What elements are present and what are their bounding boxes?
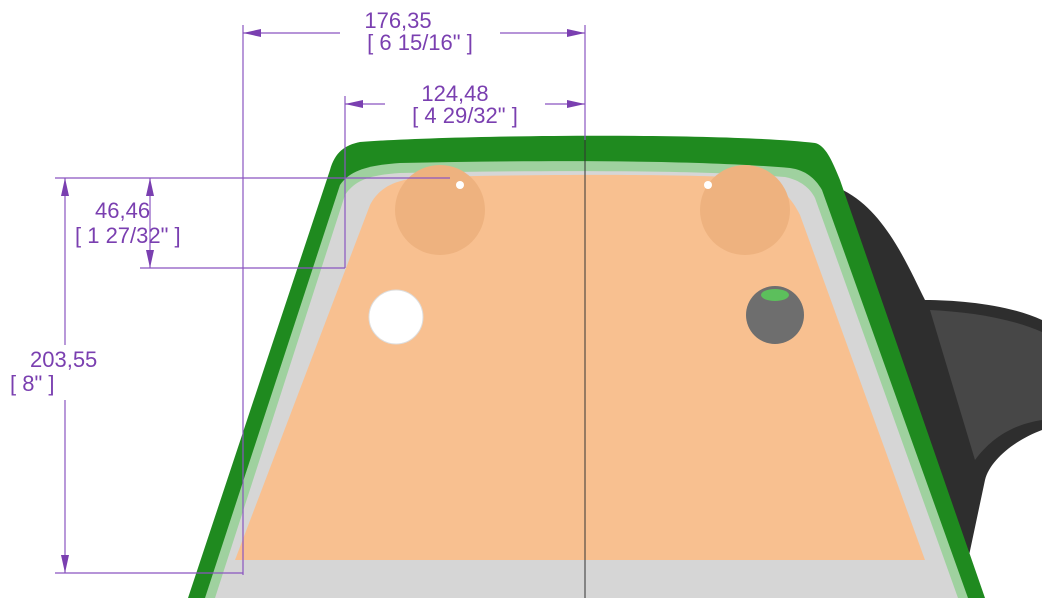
side-part (830, 185, 1042, 598)
dimension-imperial: [ 1 27/32" ] (75, 223, 181, 248)
dimension-imperial: [ 4 29/32" ] (412, 103, 518, 128)
plug (746, 286, 804, 344)
interior (235, 174, 925, 560)
hole (704, 181, 712, 189)
dimension-metric: 176,35 (364, 8, 431, 33)
plug-top (761, 289, 789, 301)
dimension-imperial: [ 8" ] (10, 371, 55, 396)
hole (456, 181, 464, 189)
plug (368, 289, 424, 345)
dimensions: 176,35 [ 6 15/16" ] 124,48 [ 4 29/32" ] … (10, 8, 586, 575)
side-part-face (930, 310, 1042, 460)
shade (700, 165, 790, 255)
dimension-metric: 46,46 (95, 198, 150, 223)
arrow (146, 178, 154, 268)
dimension-metric: 124,48 (421, 81, 488, 106)
dimension-metric: 203,55 (30, 347, 97, 372)
dimension-imperial: [ 6 15/16" ] (367, 30, 473, 55)
